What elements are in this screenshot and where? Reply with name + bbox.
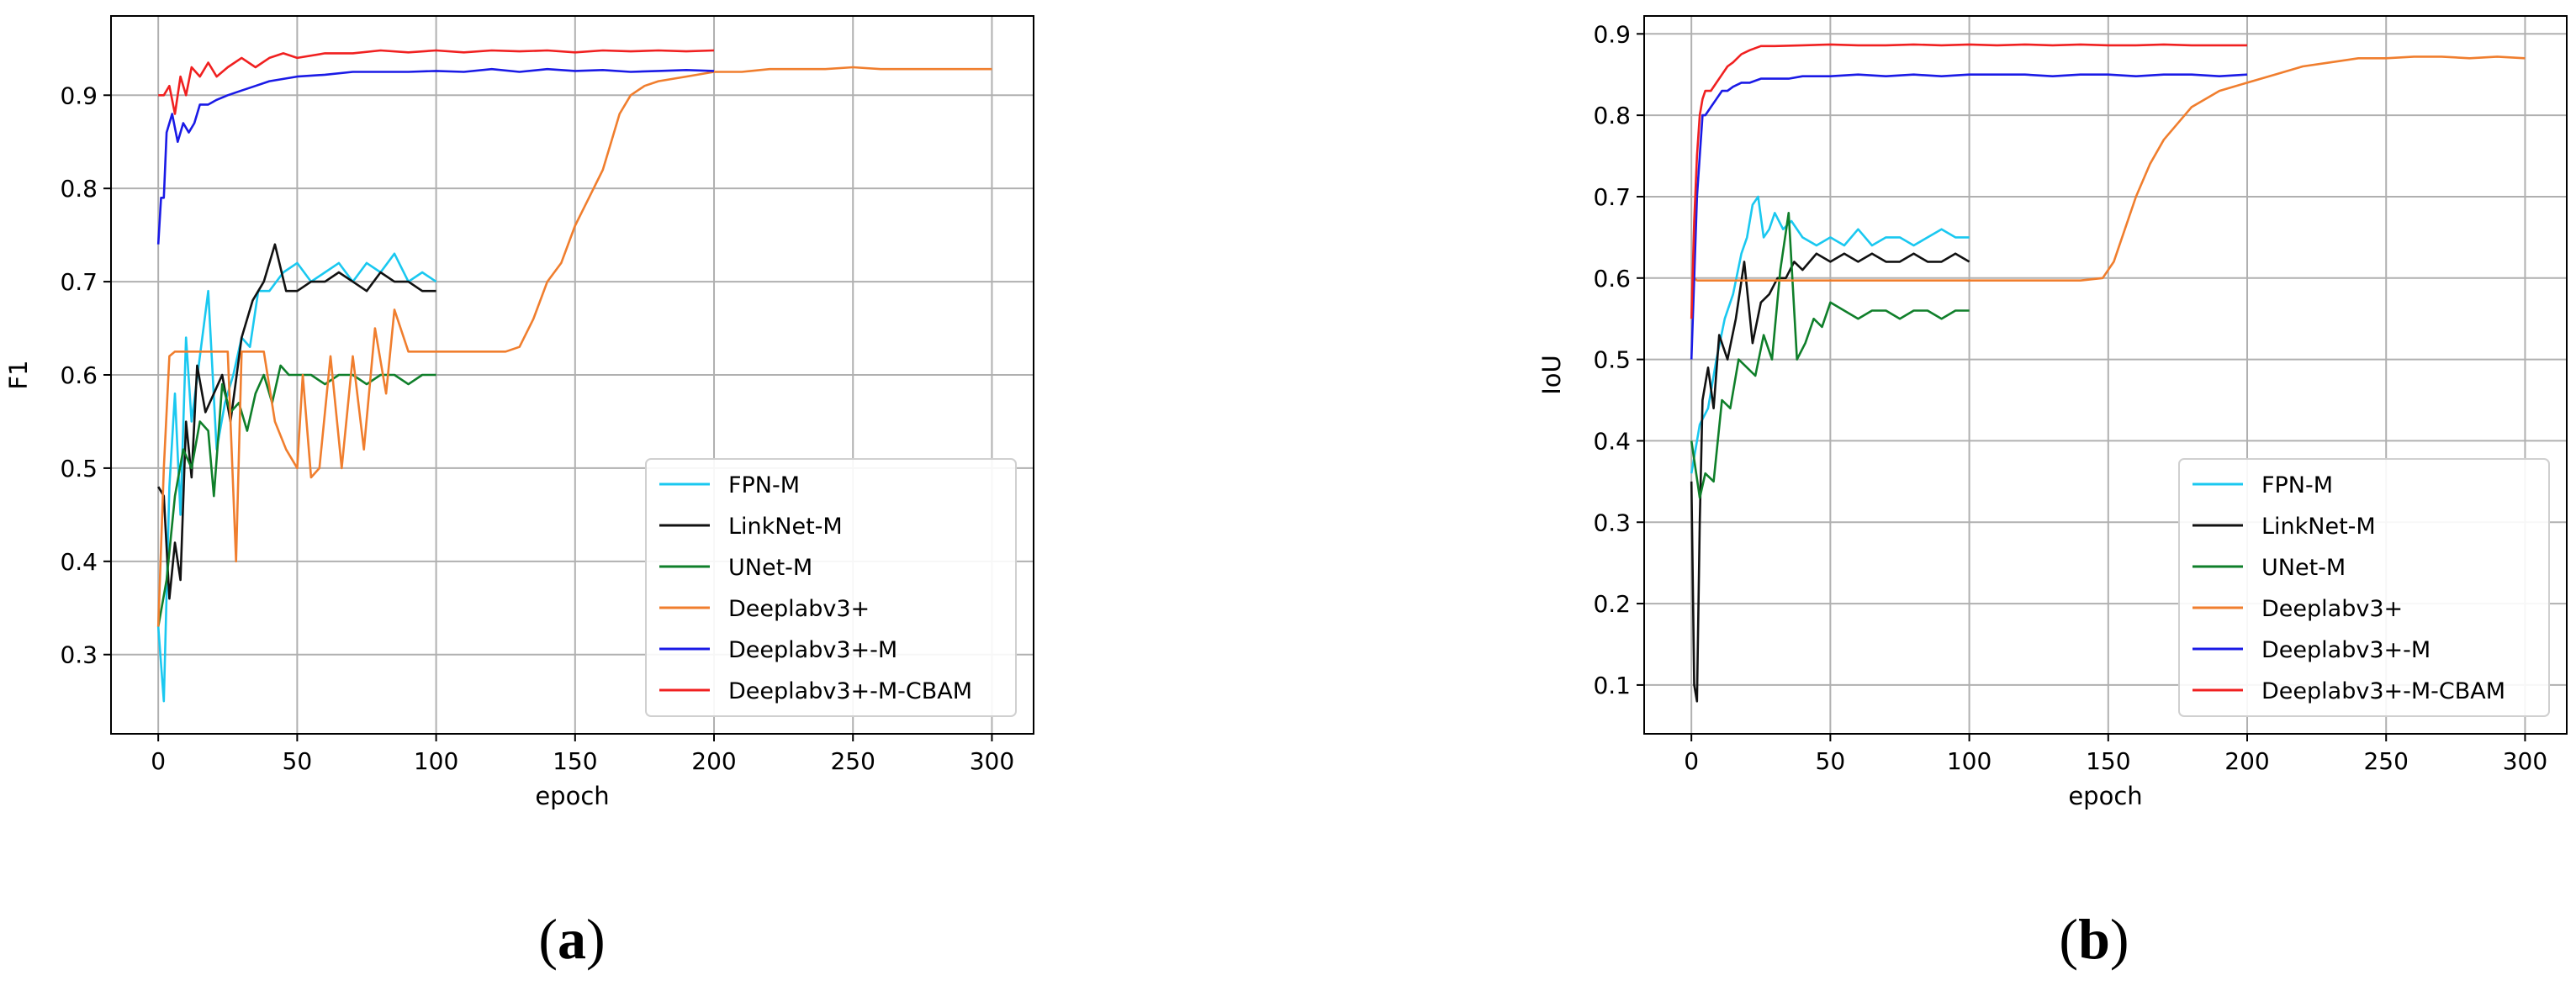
legend-label: Deeplabv3+-M-CBAM bbox=[2261, 678, 2505, 704]
legend-box bbox=[645, 458, 1017, 717]
legend-label: UNet-M bbox=[2261, 555, 2346, 581]
plot-frame bbox=[1643, 15, 2568, 735]
series-line bbox=[158, 49, 715, 115]
x-tick-label: 150 bbox=[553, 747, 597, 775]
legend-label: Deeplabv3+-M bbox=[2261, 637, 2431, 663]
x-tick-label: 50 bbox=[1816, 747, 1846, 775]
legend-label: UNet-M bbox=[728, 555, 812, 581]
x-axis-label: epoch bbox=[535, 782, 609, 810]
legend-label: LinkNet-M bbox=[728, 514, 843, 540]
y-tick-label: 0.8 bbox=[60, 175, 98, 203]
x-tick-label: 100 bbox=[1947, 747, 1992, 775]
caption-b: (b) bbox=[2059, 907, 2129, 971]
y-tick-label: 0.3 bbox=[1593, 509, 1631, 536]
series-line bbox=[156, 66, 992, 627]
y-axis-label: IoU bbox=[1537, 355, 1566, 395]
x-tick-label: 50 bbox=[283, 747, 313, 775]
legend-label: Deeplabv3+ bbox=[2261, 596, 2403, 622]
series-line bbox=[156, 252, 437, 703]
series-line bbox=[1690, 43, 2247, 319]
legend-label: FPN-M bbox=[728, 472, 800, 498]
series-line bbox=[1690, 55, 2526, 319]
y-tick-label: 0.1 bbox=[1593, 672, 1631, 699]
y-tick-label: 0.8 bbox=[1593, 102, 1631, 129]
chart-panel-b: 0 50 100 150 200 250 300 0.1 0.2 0.3 0.4 0.5 0.6 0.7 0… bbox=[1537, 15, 2568, 810]
x-tick-label: 250 bbox=[830, 747, 875, 775]
series-line bbox=[1690, 252, 1970, 703]
x-tick-label: 100 bbox=[414, 747, 458, 775]
x-tick-label: 300 bbox=[2503, 747, 2547, 775]
y-tick-label: 0.2 bbox=[1593, 590, 1631, 618]
y-tick-label: 0.7 bbox=[60, 268, 98, 296]
x-tick-label: 150 bbox=[2086, 747, 2130, 775]
x-tick-label: 300 bbox=[970, 747, 1014, 775]
x-tick-label: 200 bbox=[691, 747, 736, 775]
y-tick-label: 0.4 bbox=[1593, 427, 1631, 455]
y-axis-label: F1 bbox=[4, 360, 33, 389]
series-line bbox=[1690, 212, 1970, 499]
y-tick-label: 0.5 bbox=[1593, 346, 1631, 374]
series-line bbox=[1690, 73, 2248, 360]
y-tick-label: 0.3 bbox=[60, 641, 98, 669]
legend-label: Deeplabv3+-M-CBAM bbox=[728, 678, 972, 704]
x-tick-label: 0 bbox=[151, 747, 166, 775]
series-line bbox=[156, 67, 715, 245]
x-tick-label: 0 bbox=[1684, 747, 1699, 775]
legend-box bbox=[2178, 458, 2550, 717]
y-tick-label: 0.4 bbox=[60, 548, 98, 576]
x-axis-label: epoch bbox=[2068, 782, 2142, 810]
x-tick-label: 250 bbox=[2363, 747, 2408, 775]
y-tick-label: 0.6 bbox=[1593, 265, 1631, 293]
legend-label: LinkNet-M bbox=[2261, 514, 2376, 540]
y-tick-label: 0.6 bbox=[60, 361, 98, 389]
y-tick-label: 0.9 bbox=[60, 82, 98, 109]
y-tick-label: 0.7 bbox=[1593, 183, 1631, 211]
legend-label: Deeplabv3+-M bbox=[728, 637, 897, 663]
series-line bbox=[156, 364, 436, 627]
legend-label: FPN-M bbox=[2261, 472, 2333, 498]
x-tick-label: 200 bbox=[2224, 747, 2269, 775]
y-tick-label: 0.5 bbox=[60, 455, 98, 482]
y-tick-label: 0.9 bbox=[1593, 20, 1631, 48]
legend-label: Deeplabv3+ bbox=[728, 596, 870, 622]
series-line bbox=[157, 243, 436, 600]
caption-a: (a) bbox=[538, 907, 605, 971]
chart-panel-a: 0 50 100 150 200 250 300 0.3 0.4 0.5 0.6 0.7 0.8 0.9 e… bbox=[4, 15, 1034, 810]
